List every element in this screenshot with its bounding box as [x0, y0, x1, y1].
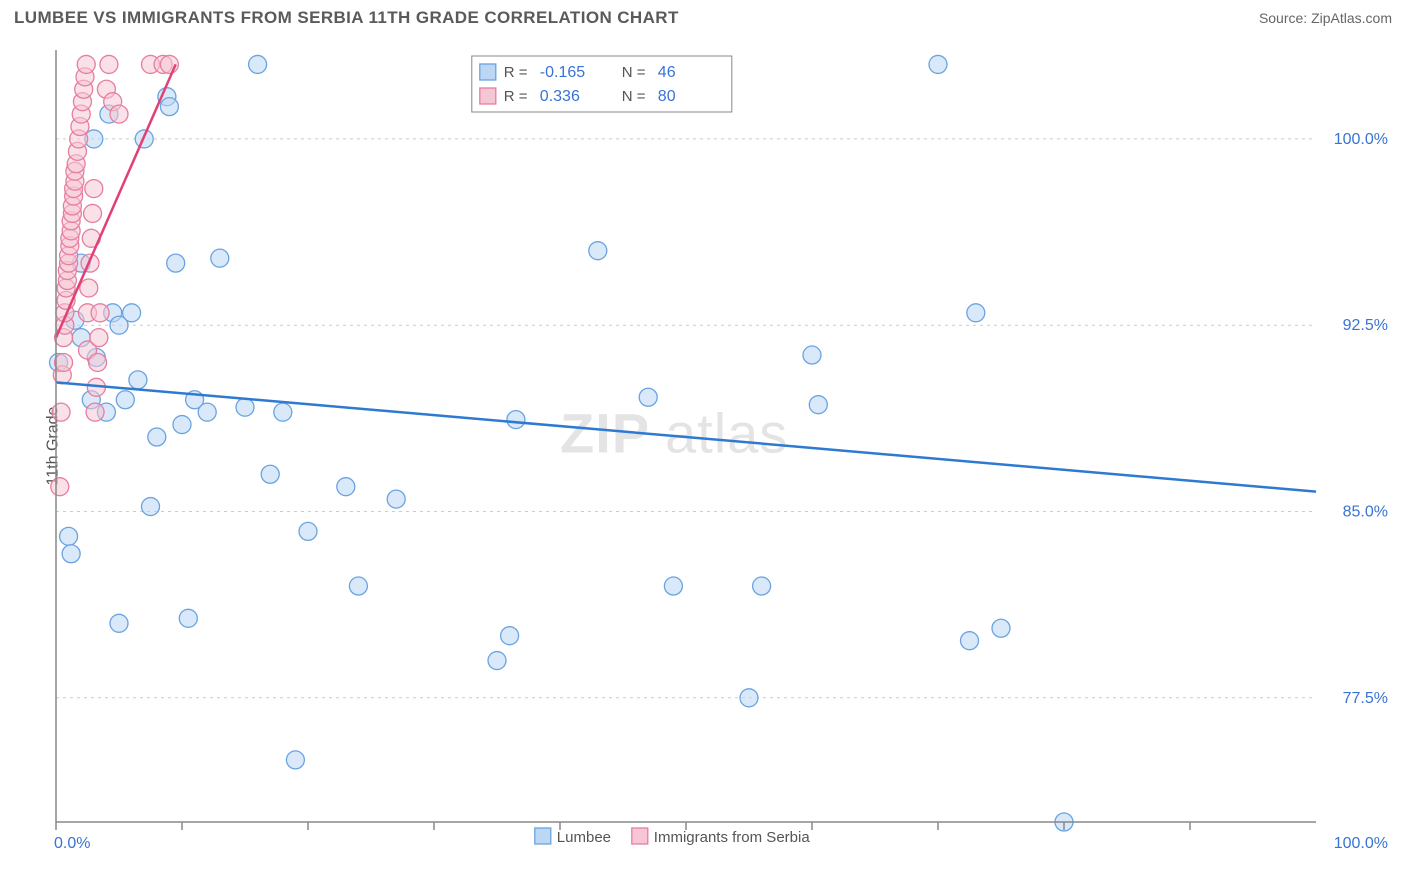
chart-header: LUMBEE VS IMMIGRANTS FROM SERBIA 11TH GR… — [0, 0, 1406, 34]
data-point — [803, 346, 821, 364]
data-point — [85, 180, 103, 198]
data-point — [90, 329, 108, 347]
svg-text:77.5%: 77.5% — [1343, 690, 1388, 707]
correlation-legend: R = -0.165 N = 46 R = 0.336 N = 80 — [472, 56, 732, 112]
svg-text:atlas: atlas — [665, 401, 788, 464]
data-point — [173, 416, 191, 434]
data-point — [179, 609, 197, 627]
data-point — [51, 478, 69, 496]
svg-text:92.5%: 92.5% — [1343, 317, 1388, 334]
data-point — [110, 614, 128, 632]
data-point — [753, 577, 771, 595]
chart-container: 77.5% 85.0% 92.5% 100.0% ZIPatlas 0.0% 100.0% R… — [48, 44, 1396, 852]
data-point — [286, 751, 304, 769]
data-point — [507, 411, 525, 429]
data-point — [55, 353, 73, 371]
data-point — [589, 242, 607, 260]
data-point — [81, 254, 99, 272]
data-point — [929, 55, 947, 73]
data-point — [167, 254, 185, 272]
scatter-chart: 77.5% 85.0% 92.5% 100.0% ZIPatlas 0.0% 100.0% R… — [48, 44, 1396, 852]
data-point — [110, 105, 128, 123]
data-point — [211, 249, 229, 267]
legend-swatch — [535, 828, 551, 844]
data-point — [62, 545, 80, 563]
svg-text:Lumbee: Lumbee — [557, 829, 611, 846]
data-point — [52, 403, 70, 421]
svg-text:Immigrants from Serbia: Immigrants from Serbia — [654, 829, 811, 846]
legend-swatch — [480, 64, 496, 80]
data-point — [639, 388, 657, 406]
data-point — [80, 279, 98, 297]
data-point — [148, 428, 166, 446]
data-point — [274, 403, 292, 421]
data-point — [77, 55, 95, 73]
data-point — [261, 465, 279, 483]
watermark: ZIPatlas — [560, 401, 788, 464]
data-point — [123, 304, 141, 322]
data-point — [86, 403, 104, 421]
data-point — [740, 689, 758, 707]
data-point — [160, 98, 178, 116]
svg-text:R =: R = — [504, 88, 528, 105]
data-point — [116, 391, 134, 409]
svg-text:N =: N = — [622, 88, 646, 105]
data-point — [299, 522, 317, 540]
data-point — [961, 632, 979, 650]
chart-title: LUMBEE VS IMMIGRANTS FROM SERBIA 11TH GR… — [14, 8, 679, 28]
svg-text:100.0%: 100.0% — [1334, 835, 1388, 852]
data-point — [89, 353, 107, 371]
series-legend: Lumbee Immigrants from Serbia — [535, 828, 811, 846]
legend-swatch — [480, 88, 496, 104]
trendline-lumbee — [56, 382, 1316, 491]
svg-text:80: 80 — [658, 88, 676, 105]
data-point — [60, 527, 78, 545]
data-point — [142, 498, 160, 516]
data-point — [249, 55, 267, 73]
data-point — [129, 371, 147, 389]
data-point — [236, 398, 254, 416]
svg-text:-0.165: -0.165 — [540, 64, 585, 81]
data-point — [488, 652, 506, 670]
data-point — [664, 577, 682, 595]
data-point — [501, 627, 519, 645]
data-point — [337, 478, 355, 496]
data-point — [84, 204, 102, 222]
svg-text:0.336: 0.336 — [540, 88, 580, 105]
svg-text:46: 46 — [658, 64, 676, 81]
svg-text:N =: N = — [622, 64, 646, 81]
data-point — [387, 490, 405, 508]
data-point — [198, 403, 216, 421]
data-point — [992, 619, 1010, 637]
data-point — [91, 304, 109, 322]
data-point — [100, 55, 118, 73]
data-point — [349, 577, 367, 595]
svg-text:0.0%: 0.0% — [54, 835, 90, 852]
svg-text:85.0%: 85.0% — [1343, 504, 1388, 521]
legend-swatch — [632, 828, 648, 844]
chart-source: Source: ZipAtlas.com — [1259, 10, 1392, 26]
svg-text:R =: R = — [504, 64, 528, 81]
svg-text:100.0%: 100.0% — [1334, 131, 1388, 148]
data-point — [809, 396, 827, 414]
data-point — [967, 304, 985, 322]
